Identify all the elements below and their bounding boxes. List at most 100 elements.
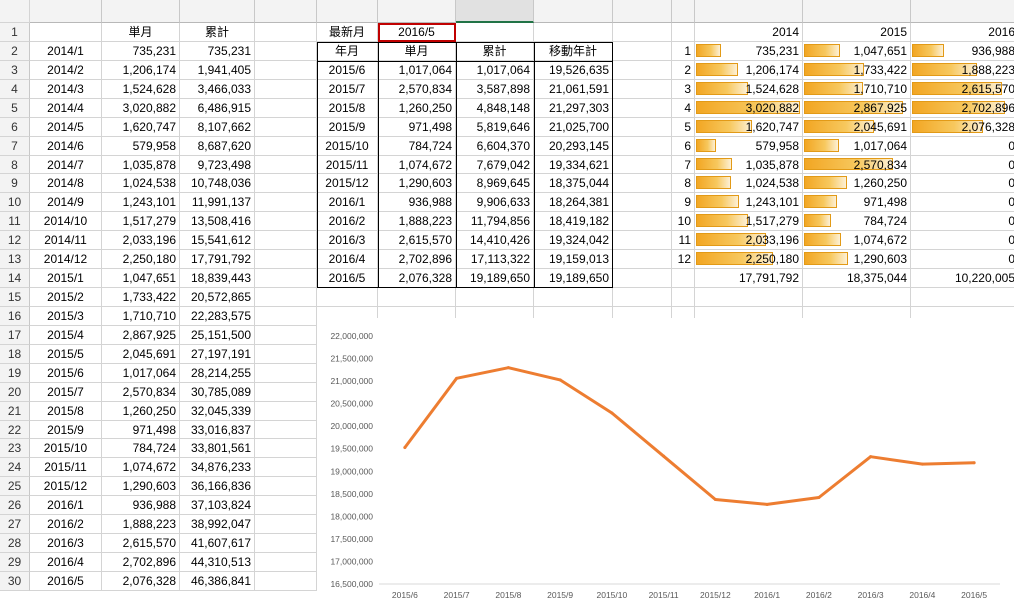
cell-l1[interactable]: 2015	[803, 23, 911, 42]
cell-j13[interactable]: 12	[672, 250, 695, 270]
row-header-29[interactable]: 29	[0, 553, 30, 572]
cell-d12[interactable]	[255, 231, 317, 251]
row-header-12[interactable]: 12	[0, 231, 30, 251]
cell-m9[interactable]: 0	[911, 174, 1014, 194]
cell-e5[interactable]: 2015/8	[317, 98, 378, 118]
cell-c30[interactable]: 46,386,841	[180, 571, 255, 591]
cell-j4[interactable]: 3	[672, 79, 695, 99]
cell-b20[interactable]: 2,570,834	[102, 382, 180, 402]
cell-f8[interactable]: 1,074,672	[378, 155, 456, 175]
cell-i8[interactable]	[613, 155, 672, 175]
cell-h6[interactable]: 21,025,700	[534, 117, 613, 137]
cell-d21[interactable]	[255, 401, 317, 421]
cell-f7[interactable]: 784,724	[378, 136, 456, 156]
cell-c19[interactable]: 28,214,255	[180, 363, 255, 383]
cell-m8[interactable]: 0	[911, 155, 1014, 175]
cell-g14[interactable]: 19,189,650	[456, 269, 534, 288]
cell-a27[interactable]: 2016/2	[30, 515, 102, 535]
cell-f4[interactable]: 2,570,834	[378, 79, 456, 99]
cell-b24[interactable]: 1,074,672	[102, 458, 180, 478]
cell-b18[interactable]: 2,045,691	[102, 344, 180, 364]
cell-d14[interactable]	[255, 269, 317, 288]
cell-g6[interactable]: 5,819,646	[456, 117, 534, 137]
cell-j6[interactable]: 5	[672, 117, 695, 137]
cell-h1[interactable]	[534, 23, 613, 42]
cell-f14[interactable]: 2,076,328	[378, 269, 456, 288]
cell-a11[interactable]: 2014/10	[30, 212, 102, 232]
cell-k5[interactable]: 3,020,882	[695, 98, 803, 118]
cell-a15[interactable]: 2015/2	[30, 288, 102, 307]
cell-c20[interactable]: 30,785,089	[180, 382, 255, 402]
cell-m15[interactable]	[911, 288, 1014, 307]
cell-g7[interactable]: 6,604,370	[456, 136, 534, 156]
cell-b21[interactable]: 1,260,250	[102, 401, 180, 421]
cell-b12[interactable]: 2,033,196	[102, 231, 180, 251]
cell-g8[interactable]: 7,679,042	[456, 155, 534, 175]
cell-i13[interactable]	[613, 250, 672, 270]
cell-m4[interactable]: 2,615,570	[911, 79, 1014, 99]
cell-j10[interactable]: 9	[672, 193, 695, 213]
cell-h11[interactable]: 18,419,182	[534, 212, 613, 232]
cell-c6[interactable]: 8,107,662	[180, 117, 255, 137]
cell-e13[interactable]: 2016/4	[317, 250, 378, 270]
column-header-m[interactable]	[911, 0, 1014, 23]
cell-l14[interactable]: 18,375,044	[803, 269, 911, 288]
cell-a12[interactable]: 2014/11	[30, 231, 102, 251]
cell-g15[interactable]	[456, 288, 534, 307]
row-header-23[interactable]: 23	[0, 439, 30, 459]
line-chart[interactable]: 16,500,000 17,000,000 17,500,000 18,000,000…	[317, 318, 1014, 604]
cell-h14[interactable]: 19,189,650	[534, 269, 613, 288]
row-header-4[interactable]: 4	[0, 79, 30, 99]
cell-d30[interactable]	[255, 571, 317, 591]
cell-e11[interactable]: 2016/2	[317, 212, 378, 232]
row-header-26[interactable]: 26	[0, 496, 30, 516]
cell-a17[interactable]: 2015/4	[30, 325, 102, 345]
cell-c13[interactable]: 17,791,792	[180, 250, 255, 270]
cell-l3[interactable]: 1,733,422	[803, 60, 911, 80]
cell-b28[interactable]: 2,615,570	[102, 534, 180, 554]
cell-d1[interactable]	[255, 23, 317, 42]
cell-a16[interactable]: 2015/3	[30, 306, 102, 326]
cell-e7[interactable]: 2015/10	[317, 136, 378, 156]
cell-g11[interactable]: 11,794,856	[456, 212, 534, 232]
cell-m11[interactable]: 0	[911, 212, 1014, 232]
cell-c11[interactable]: 13,508,416	[180, 212, 255, 232]
cell-a13[interactable]: 2014/12	[30, 250, 102, 270]
cell-m7[interactable]: 0	[911, 136, 1014, 156]
column-header-j[interactable]	[672, 0, 695, 23]
cell-c12[interactable]: 15,541,612	[180, 231, 255, 251]
column-header-e[interactable]	[317, 0, 378, 23]
cell-c2[interactable]: 735,231	[180, 41, 255, 61]
cell-a21[interactable]: 2015/8	[30, 401, 102, 421]
cell-b7[interactable]: 579,958	[102, 136, 180, 156]
cell-c22[interactable]: 33,016,837	[180, 420, 255, 440]
cell-d15[interactable]	[255, 288, 317, 307]
cell-l12[interactable]: 1,074,672	[803, 231, 911, 251]
cell-k10[interactable]: 1,243,101	[695, 193, 803, 213]
cell-j8[interactable]: 7	[672, 155, 695, 175]
cell-d9[interactable]	[255, 174, 317, 194]
cell-b17[interactable]: 2,867,925	[102, 325, 180, 345]
row-header-18[interactable]: 18	[0, 344, 30, 364]
cell-c23[interactable]: 33,801,561	[180, 439, 255, 459]
cell-b5[interactable]: 3,020,882	[102, 98, 180, 118]
cell-j7[interactable]: 6	[672, 136, 695, 156]
cell-d13[interactable]	[255, 250, 317, 270]
cell-k14[interactable]: 17,791,792	[695, 269, 803, 288]
cell-a20[interactable]: 2015/7	[30, 382, 102, 402]
cell-e1[interactable]: 最新月	[317, 23, 378, 42]
cell-g1[interactable]	[456, 23, 534, 42]
row-header-21[interactable]: 21	[0, 401, 30, 421]
cell-l13[interactable]: 1,290,603	[803, 250, 911, 270]
cell-c9[interactable]: 10,748,036	[180, 174, 255, 194]
row-header-20[interactable]: 20	[0, 382, 30, 402]
cell-k13[interactable]: 2,250,180	[695, 250, 803, 270]
cell-k2[interactable]: 735,231	[695, 41, 803, 61]
cell-e12[interactable]: 2016/3	[317, 231, 378, 251]
cell-a7[interactable]: 2014/6	[30, 136, 102, 156]
column-header-k[interactable]	[695, 0, 803, 23]
cell-a8[interactable]: 2014/7	[30, 155, 102, 175]
cell-c4[interactable]: 3,466,033	[180, 79, 255, 99]
row-header-25[interactable]: 25	[0, 477, 30, 497]
column-header-h[interactable]	[534, 0, 613, 23]
